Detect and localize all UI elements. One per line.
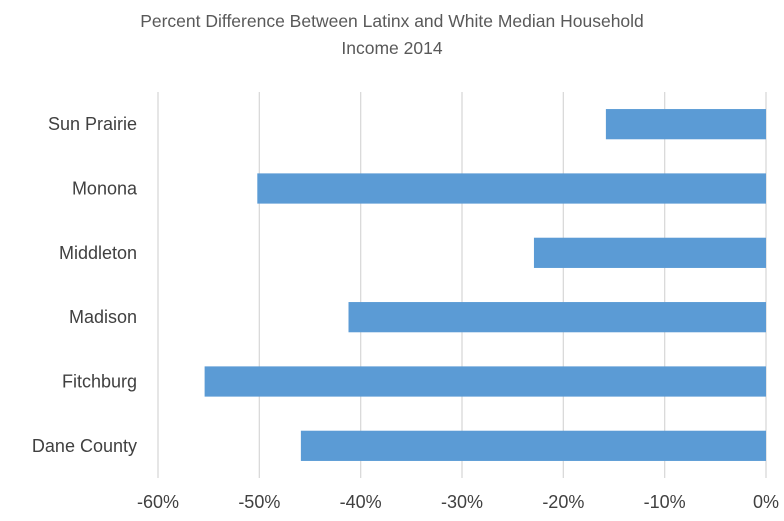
category-label: Middleton: [59, 243, 137, 263]
bar: [533, 237, 766, 268]
x-tick-label: 0%: [753, 492, 779, 512]
bar: [605, 109, 766, 140]
bar: [204, 366, 766, 397]
bar: [300, 430, 766, 461]
x-tick-label: -50%: [238, 492, 280, 512]
category-label: Madison: [69, 307, 137, 327]
x-tick-label: -20%: [542, 492, 584, 512]
category-label: Fitchburg: [62, 372, 137, 392]
x-tick-label: -40%: [340, 492, 382, 512]
x-tick-label: -10%: [644, 492, 686, 512]
chart-title: Percent Difference Between Latinx and Wh…: [0, 8, 784, 62]
chart-title-line-2: Income 2014: [341, 38, 443, 58]
category-label: Dane County: [32, 436, 137, 456]
bar: [348, 302, 766, 333]
bar: [257, 173, 766, 204]
category-label: Monona: [72, 179, 138, 199]
x-tick-label: -60%: [137, 492, 179, 512]
category-label: Sun Prairie: [48, 114, 137, 134]
chart-title-line-1: Percent Difference Between Latinx and Wh…: [140, 11, 644, 31]
x-tick-label: -30%: [441, 492, 483, 512]
